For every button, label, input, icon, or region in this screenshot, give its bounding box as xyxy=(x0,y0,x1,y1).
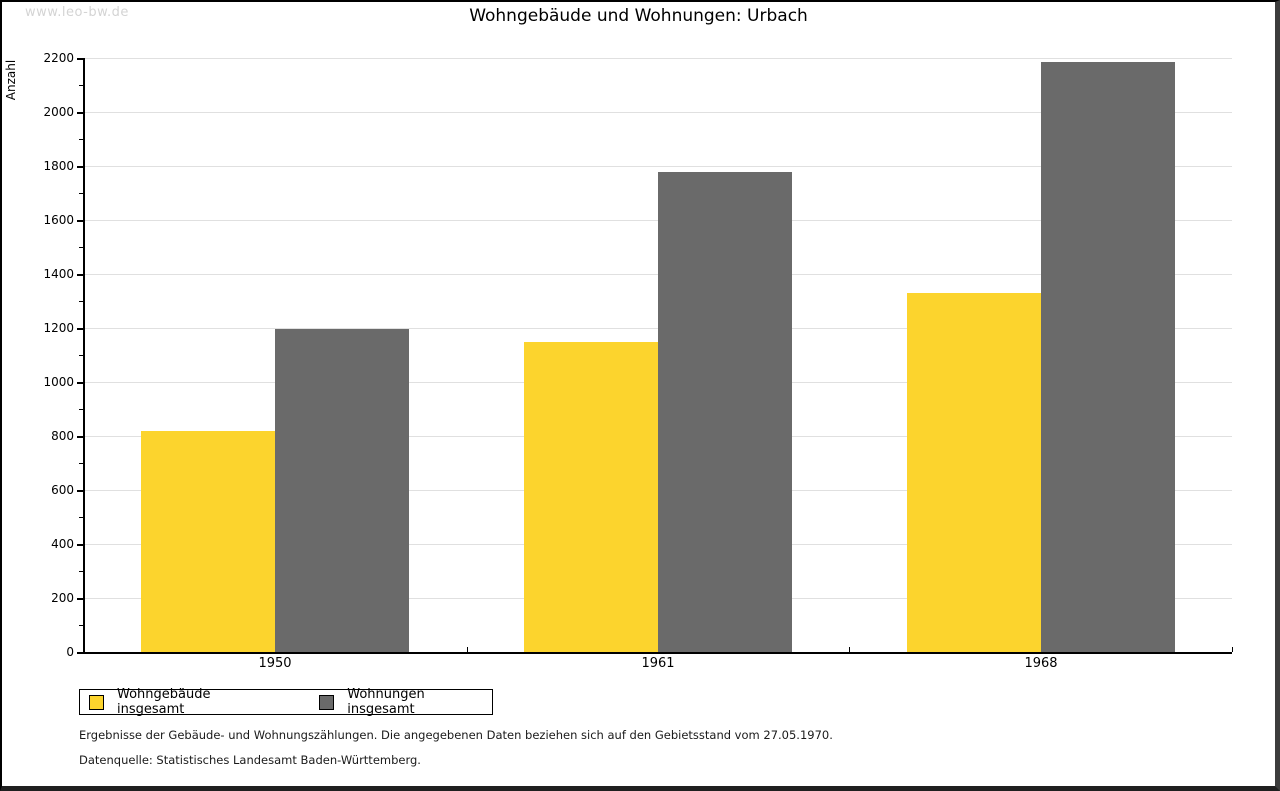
y-tick-2000 xyxy=(77,112,83,114)
chart-title: Wohngebäude und Wohnungen: Urbach xyxy=(469,6,808,26)
y-tick-1200 xyxy=(77,328,83,330)
gridline-1800 xyxy=(84,166,1232,167)
legend-label-wohnungen: Wohnungen insgesamt xyxy=(347,687,425,717)
y-minor-tick-300 xyxy=(79,571,83,572)
x-axis-line xyxy=(83,652,1232,654)
bar-wohnungen-1968 xyxy=(1041,62,1175,652)
y-tick-800 xyxy=(77,436,83,438)
y-minor-tick-1700 xyxy=(79,193,83,194)
y-tick-1600 xyxy=(77,220,83,222)
y-tick-400 xyxy=(77,544,83,546)
y-minor-tick-2100 xyxy=(79,85,83,86)
x-category-label-1961: 1961 xyxy=(641,656,675,671)
y-minor-tick-100 xyxy=(79,625,83,626)
footnote-data-source: Datenquelle: Statistisches Landesamt Bad… xyxy=(79,753,421,767)
y-tick-label-2200: 2200 xyxy=(43,51,74,65)
y-axis-line xyxy=(83,58,85,654)
bar-wohngebaeude-1961 xyxy=(524,342,658,652)
footnote-source-note: Ergebnisse der Gebäude- und Wohnungszähl… xyxy=(79,728,833,742)
y-tick-1800 xyxy=(77,166,83,168)
y-tick-label-1000: 1000 xyxy=(43,375,74,389)
x-end-tick xyxy=(1232,647,1233,652)
x-category-label-1968: 1968 xyxy=(1024,656,1058,671)
y-tick-label-1400: 1400 xyxy=(43,267,74,281)
y-tick-label-1200: 1200 xyxy=(43,321,74,335)
bar-wohnungen-1961 xyxy=(658,172,792,652)
y-minor-tick-500 xyxy=(79,517,83,518)
y-tick-label-600: 600 xyxy=(51,483,74,497)
x-boundary-tick-2 xyxy=(849,647,850,652)
y-minor-tick-1500 xyxy=(79,247,83,248)
y-axis-label: Anzahl xyxy=(4,59,18,101)
x-boundary-tick-1 xyxy=(467,647,468,652)
y-tick-2200 xyxy=(77,58,83,60)
gridline-2000 xyxy=(84,112,1232,113)
bar-wohngebaeude-1968 xyxy=(907,293,1041,652)
y-minor-tick-900 xyxy=(79,409,83,410)
y-tick-0 xyxy=(77,652,83,654)
y-tick-600 xyxy=(77,490,83,492)
y-tick-label-1800: 1800 xyxy=(43,159,74,173)
y-tick-200 xyxy=(77,598,83,600)
y-tick-label-400: 400 xyxy=(51,537,74,551)
legend-swatch-wohngebaeude xyxy=(89,694,104,710)
x-category-label-1950: 1950 xyxy=(258,656,292,671)
legend-label-wohngebaeude: Wohngebäude insgesamt xyxy=(117,687,211,717)
watermark: www.leo-bw.de xyxy=(25,5,129,20)
gridline-2200 xyxy=(84,58,1232,59)
bar-wohngebaeude-1950 xyxy=(141,431,275,652)
y-tick-label-1600: 1600 xyxy=(43,213,74,227)
legend-swatch-wohnungen xyxy=(319,694,335,710)
y-minor-tick-700 xyxy=(79,463,83,464)
y-tick-label-0: 0 xyxy=(66,645,74,659)
y-tick-1400 xyxy=(77,274,83,276)
y-minor-tick-1100 xyxy=(79,355,83,356)
y-tick-label-2000: 2000 xyxy=(43,105,74,119)
legend: Wohngebäude insgesamt Wohnungen insgesam… xyxy=(79,687,493,717)
y-tick-label-200: 200 xyxy=(51,591,74,605)
y-minor-tick-1900 xyxy=(79,139,83,140)
y-tick-label-800: 800 xyxy=(51,429,74,443)
y-minor-tick-1300 xyxy=(79,301,83,302)
y-tick-1000 xyxy=(77,382,83,384)
bar-wohnungen-1950 xyxy=(275,329,409,652)
